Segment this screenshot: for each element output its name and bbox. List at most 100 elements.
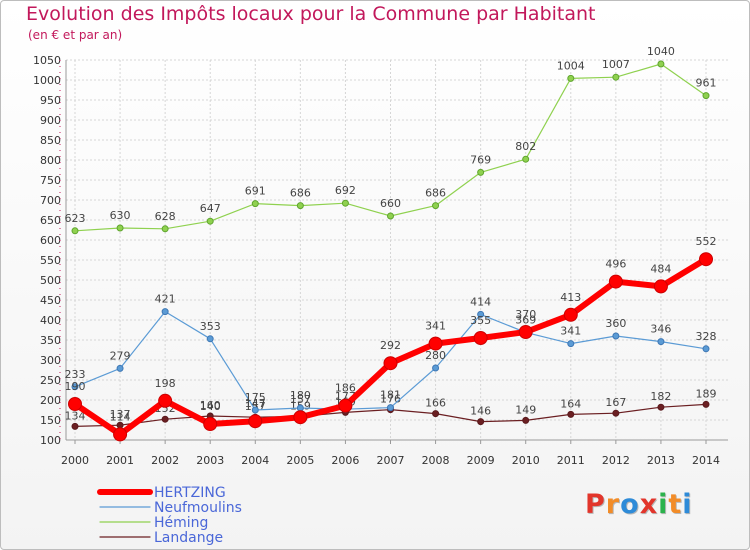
data-point-hertzing	[248, 414, 263, 429]
x-tick-label: 2013	[647, 454, 675, 467]
data-label-h-ming: 961	[696, 77, 717, 90]
data-point-neufmoulins	[432, 364, 440, 372]
proxiti-logo: Proxiti	[585, 489, 693, 520]
data-point-h-ming	[116, 224, 124, 232]
y-tick-label: 700	[40, 194, 61, 207]
data-point-hertzing	[383, 356, 398, 371]
data-label-landange: 137	[110, 408, 131, 421]
logo-letter: x	[639, 489, 659, 520]
data-label-hertzing: 496	[605, 258, 626, 271]
chart-title: Evolution des Impôts locaux pour la Comm…	[26, 3, 596, 25]
x-tick-label: 2001	[106, 454, 134, 467]
data-point-h-ming	[612, 73, 620, 81]
data-point-neufmoulins	[702, 345, 710, 353]
data-label-neufmoulins: 233	[65, 368, 86, 381]
x-tick-label: 2003	[196, 454, 224, 467]
data-point-hertzing	[158, 393, 173, 408]
data-point-h-ming	[387, 212, 394, 220]
logo-letter: P	[585, 489, 606, 520]
x-tick-label: 2009	[467, 454, 495, 467]
x-tick-label: 2014	[692, 454, 720, 467]
data-point-h-ming	[341, 199, 349, 207]
data-point-h-ming	[657, 60, 665, 68]
data-label-neufmoulins: 181	[380, 389, 401, 402]
data-label-h-ming: 628	[155, 210, 176, 223]
data-point-landange	[657, 403, 665, 411]
y-tick-label: 1000	[33, 74, 61, 87]
data-point-h-ming	[477, 168, 485, 176]
data-label-hertzing: 190	[65, 380, 86, 393]
y-tick-label: 750	[40, 174, 61, 187]
data-point-h-ming	[161, 225, 169, 233]
data-label-hertzing: 114	[110, 410, 131, 423]
data-point-h-ming	[522, 155, 530, 163]
data-label-neufmoulins: 280	[425, 349, 446, 362]
x-tick-label: 2004	[241, 454, 269, 467]
logo-letter: i	[682, 489, 693, 520]
data-label-h-ming: 1004	[557, 59, 585, 72]
data-label-neufmoulins: 328	[696, 330, 717, 343]
data-point-neufmoulins	[387, 404, 394, 412]
data-label-neufmoulins: 341	[560, 325, 581, 338]
data-point-h-ming	[251, 200, 259, 208]
logo-letter: t	[668, 489, 683, 520]
data-point-hertzing	[699, 252, 713, 267]
y-tick-label: 450	[40, 294, 61, 307]
data-label-h-ming: 1007	[602, 58, 630, 71]
data-label-hertzing: 147	[245, 397, 266, 410]
data-point-neufmoulins	[116, 364, 124, 372]
data-point-h-ming	[702, 92, 710, 100]
data-point-landange	[702, 400, 710, 408]
data-label-neufmoulins: 360	[605, 317, 626, 330]
data-label-hertzing: 198	[155, 377, 176, 390]
data-label-hertzing: 157	[290, 393, 311, 406]
data-label-neufmoulins: 421	[155, 293, 176, 306]
data-point-hertzing	[518, 325, 533, 339]
y-tick-label: 350	[40, 334, 61, 347]
y-tick-label: 400	[40, 314, 61, 327]
data-label-landange: 166	[425, 397, 446, 410]
data-point-neufmoulins	[612, 332, 620, 340]
chart-subtitle: (en € et par an)	[28, 28, 123, 42]
data-label-landange: 167	[605, 396, 626, 409]
data-point-hertzing	[113, 427, 128, 442]
data-point-hertzing	[473, 331, 488, 345]
data-point-landange	[567, 410, 575, 418]
y-tick-label: 1050	[33, 54, 61, 67]
data-point-neufmoulins	[161, 308, 169, 316]
x-tick-label: 2002	[151, 454, 179, 467]
x-tick-label: 2006	[331, 454, 359, 467]
data-point-hertzing	[563, 307, 578, 322]
data-label-h-ming: 686	[290, 187, 311, 200]
legend-label: Héming	[154, 515, 208, 531]
data-label-h-ming: 692	[335, 184, 356, 197]
data-label-landange: 149	[515, 403, 536, 416]
data-point-neufmoulins	[251, 406, 259, 414]
y-tick-label: 900	[40, 114, 61, 127]
data-point-landange	[477, 418, 485, 426]
logo-letter: i	[658, 489, 669, 520]
y-tick-label: 850	[40, 134, 61, 147]
legend-label: Landange	[154, 530, 223, 546]
data-label-neufmoulins: 180	[290, 389, 311, 402]
data-label-landange: 160	[200, 399, 221, 412]
logo-letter: r	[605, 489, 621, 520]
data-point-neufmoulins	[477, 310, 485, 318]
data-label-hertzing: 413	[560, 291, 581, 304]
data-label-h-ming: 660	[380, 197, 401, 210]
data-label-landange: 134	[65, 409, 86, 422]
data-point-h-ming	[71, 227, 79, 235]
data-point-landange	[612, 409, 620, 417]
data-label-landange: 164	[560, 397, 581, 410]
x-tick-label: 2000	[61, 454, 89, 467]
data-label-landange: 182	[650, 390, 671, 403]
data-point-hertzing	[608, 274, 623, 289]
logo-letter: o	[620, 489, 640, 520]
data-point-hertzing	[293, 410, 308, 425]
data-point-landange	[161, 415, 169, 423]
data-label-neufmoulins: 175	[245, 391, 266, 404]
x-tick-label: 2012	[602, 454, 630, 467]
y-tick-label: 500	[40, 274, 61, 287]
data-label-hertzing: 552	[696, 235, 717, 248]
